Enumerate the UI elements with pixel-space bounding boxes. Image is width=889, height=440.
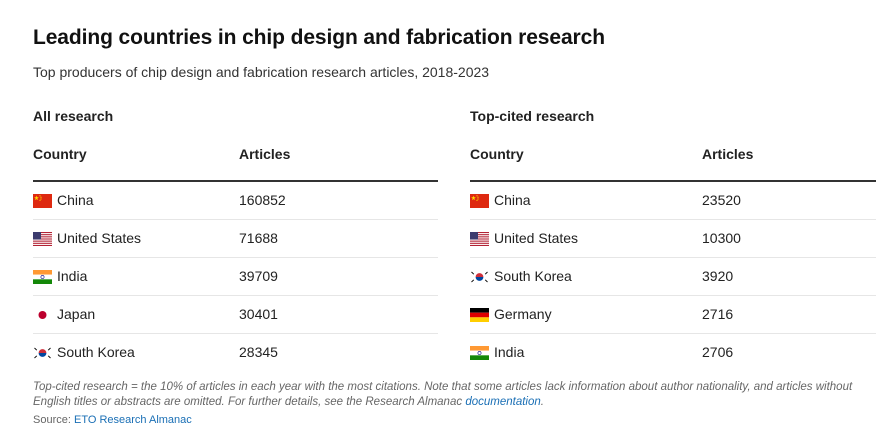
country-cell: South Korea bbox=[494, 268, 572, 284]
table-row: Germany 2716 bbox=[470, 296, 876, 334]
chart-title: Leading countries in chip design and fab… bbox=[33, 26, 605, 49]
articles-cell: 39709 bbox=[239, 268, 278, 284]
table-row: South Korea 28345 bbox=[33, 334, 438, 371]
column-header-articles: Articles bbox=[239, 146, 291, 162]
cn-flag-icon bbox=[470, 194, 489, 208]
documentation-link[interactable]: documentation bbox=[465, 396, 541, 408]
articles-cell: 160852 bbox=[239, 192, 286, 208]
top-cited-research-header: Country Articles bbox=[470, 144, 876, 182]
table-row: United States 71688 bbox=[33, 220, 438, 258]
articles-cell: 2716 bbox=[702, 306, 734, 322]
source-label: Source: bbox=[33, 414, 71, 426]
all-research-table: All research Country Articles China 16085… bbox=[33, 108, 438, 371]
in-flag-icon bbox=[470, 346, 489, 360]
us-flag-icon bbox=[33, 232, 52, 246]
table-row: China 23520 bbox=[470, 182, 876, 220]
chart-subtitle: Top producers of chip design and fabrica… bbox=[33, 64, 490, 80]
country-cell: China bbox=[57, 192, 94, 208]
de-flag-icon bbox=[470, 308, 489, 322]
source-line: Source: ETO Research Almanac bbox=[33, 414, 192, 426]
country-cell: United States bbox=[57, 230, 142, 246]
top-cited-research-title: Top-cited research bbox=[470, 108, 595, 124]
country-cell: India bbox=[494, 344, 525, 360]
footnote-text: Top-cited research = the 10% of articles… bbox=[33, 381, 853, 408]
kr-flag-icon bbox=[470, 270, 489, 284]
country-cell: South Korea bbox=[57, 344, 135, 360]
column-header-country: Country bbox=[470, 146, 524, 162]
source-link[interactable]: ETO Research Almanac bbox=[73, 414, 192, 426]
jp-flag-icon bbox=[33, 308, 52, 322]
cn-flag-icon bbox=[33, 194, 52, 208]
articles-cell: 71688 bbox=[239, 230, 278, 246]
country-cell: United States bbox=[494, 230, 579, 246]
kr-flag-icon bbox=[33, 346, 52, 360]
country-cell: India bbox=[57, 268, 88, 284]
us-flag-icon bbox=[470, 232, 489, 246]
all-research-title: All research bbox=[33, 108, 114, 124]
table-row: India 2706 bbox=[470, 334, 876, 371]
footnote-end: . bbox=[540, 396, 544, 408]
country-cell: Germany bbox=[494, 306, 552, 322]
articles-cell: 30401 bbox=[239, 306, 278, 322]
articles-cell: 10300 bbox=[702, 230, 741, 246]
column-header-country: Country bbox=[33, 146, 87, 162]
table-row: South Korea 3920 bbox=[470, 258, 876, 296]
top-cited-research-table: Top-cited research Country Articles Chin… bbox=[470, 108, 876, 371]
table-row: Japan 30401 bbox=[33, 296, 438, 334]
articles-cell: 3920 bbox=[702, 268, 734, 284]
footnote: Top-cited research = the 10% of articles… bbox=[33, 380, 883, 410]
articles-cell: 2706 bbox=[702, 344, 734, 360]
column-header-articles: Articles bbox=[702, 146, 754, 162]
table-row: United States 10300 bbox=[470, 220, 876, 258]
country-cell: China bbox=[494, 192, 531, 208]
all-research-header: Country Articles bbox=[33, 144, 438, 182]
country-cell: Japan bbox=[57, 306, 96, 322]
table-row: India 39709 bbox=[33, 258, 438, 296]
in-flag-icon bbox=[33, 270, 52, 284]
articles-cell: 28345 bbox=[239, 344, 278, 360]
articles-cell: 23520 bbox=[702, 192, 741, 208]
table-row: China 160852 bbox=[33, 182, 438, 220]
